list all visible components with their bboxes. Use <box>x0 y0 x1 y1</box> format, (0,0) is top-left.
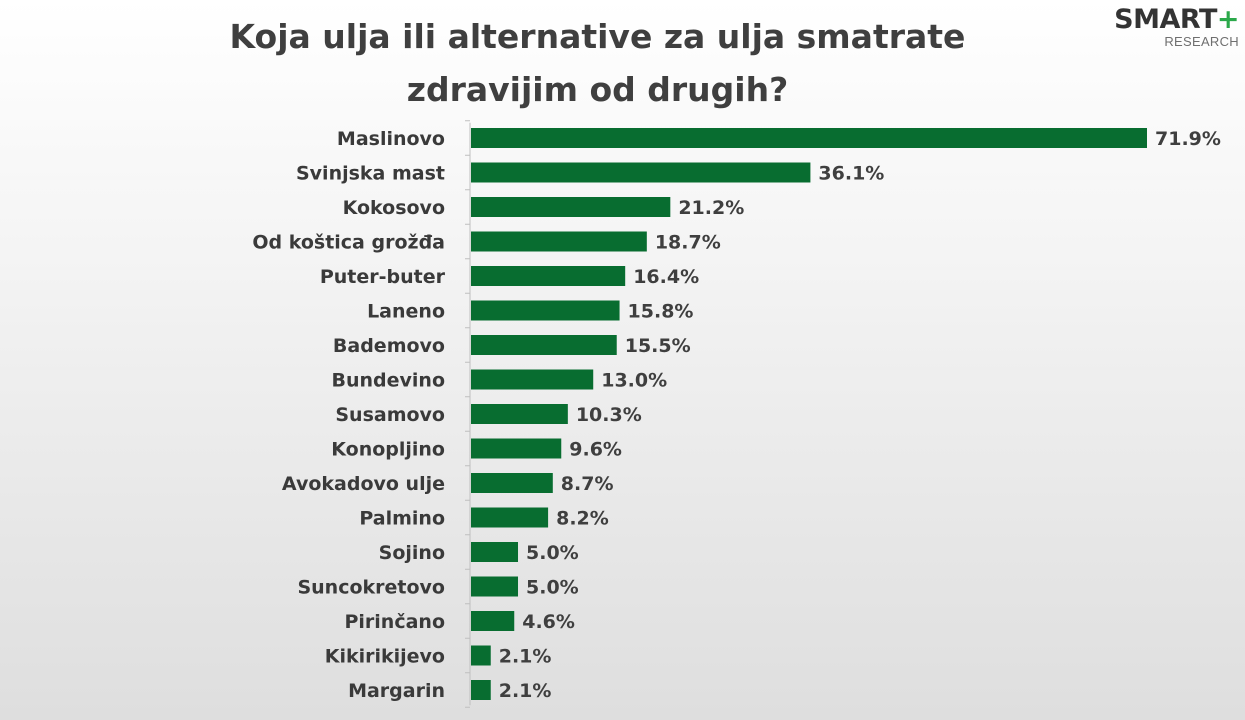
category-label: Palmino <box>359 508 445 530</box>
bar <box>471 576 519 597</box>
category-label: Bundevino <box>332 370 446 392</box>
category-label: Svinjska mast <box>296 163 445 185</box>
bar <box>471 438 562 459</box>
category-label: Kikirikijevo <box>325 646 445 668</box>
category-label: Bademovo <box>333 335 445 357</box>
category-label: Puter-buter <box>320 266 446 288</box>
category-label: Sojino <box>379 542 445 564</box>
category-label: Kokosovo <box>343 197 445 219</box>
category-label: Konopljino <box>331 439 445 461</box>
bar <box>471 680 491 700</box>
logo-main-text: SMART <box>1114 4 1217 35</box>
bar <box>471 369 594 390</box>
value-label: 13.0% <box>601 370 667 392</box>
value-label: 18.7% <box>655 232 721 254</box>
category-label: Pirinčano <box>344 611 445 633</box>
value-label: 2.1% <box>499 646 552 668</box>
bar <box>471 404 568 424</box>
category-label: Laneno <box>367 301 445 323</box>
category-label: Od koštica grožđa <box>252 232 445 254</box>
category-label: Susamovo <box>335 404 445 426</box>
value-label: 71.9% <box>1155 128 1221 150</box>
value-label: 16.4% <box>633 266 699 288</box>
bar <box>471 473 553 493</box>
value-label: 2.1% <box>499 680 552 702</box>
value-label: 15.8% <box>628 301 694 323</box>
bar <box>471 542 519 562</box>
bar <box>471 231 647 252</box>
value-label: 9.6% <box>569 439 622 461</box>
value-label: 21.2% <box>678 197 744 219</box>
bar <box>471 300 620 321</box>
bar <box>471 645 491 666</box>
smart-research-logo: SMART+ RESEARCH <box>1089 6 1239 49</box>
bar <box>471 335 617 355</box>
value-label: 5.0% <box>526 542 579 564</box>
bar <box>471 162 811 183</box>
category-label: Maslinovo <box>337 128 445 150</box>
category-label: Margarin <box>348 680 445 702</box>
bar <box>471 611 515 631</box>
value-label: 8.2% <box>556 508 609 530</box>
value-label: 5.0% <box>526 577 579 599</box>
bar <box>471 266 626 286</box>
bar <box>471 197 671 217</box>
bar <box>471 507 549 528</box>
chart-title: Koja ulja ili alternative za ulja smatra… <box>229 17 966 109</box>
bar <box>471 128 1147 148</box>
logo-wordmark: SMART+ <box>1089 6 1239 34</box>
category-label: Avokadovo ulje <box>282 473 445 495</box>
value-label: 8.7% <box>561 473 614 495</box>
logo-plus-icon: + <box>1216 4 1240 35</box>
value-label: 10.3% <box>576 404 642 426</box>
logo-subtitle: RESEARCH <box>1164 34 1239 49</box>
category-label: Suncokretovo <box>297 577 445 599</box>
value-label: 4.6% <box>522 611 575 633</box>
value-label: 36.1% <box>818 163 884 185</box>
value-label: 15.5% <box>625 335 691 357</box>
